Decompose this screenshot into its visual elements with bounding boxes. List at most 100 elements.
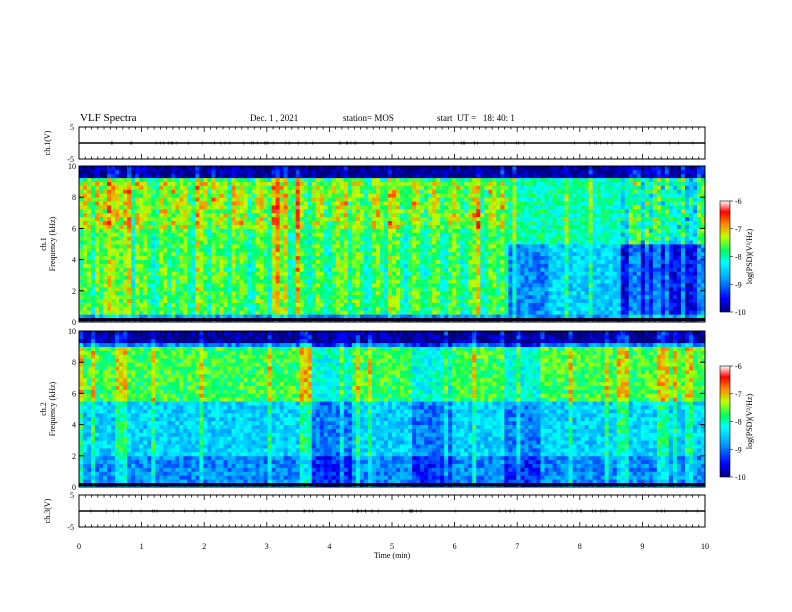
spectrogram-cell [119, 290, 124, 296]
spectrogram-cell [520, 283, 525, 288]
spectrogram-cell [155, 290, 160, 296]
spectrogram-cell [416, 185, 421, 190]
spectrogram-cell [275, 177, 281, 182]
spectrogram-cell [544, 224, 549, 229]
spectrogram-cell [119, 189, 124, 194]
spectrogram-cell [207, 193, 212, 198]
spectrogram-cell [307, 193, 313, 198]
spectrogram-cell [79, 255, 84, 260]
spectrogram-cell [476, 251, 481, 257]
spectrogram-cell [331, 232, 337, 237]
spectrogram-cell [283, 177, 289, 182]
spectrogram-cell [564, 216, 569, 221]
spectrogram-cell [87, 220, 92, 225]
spectrogram-cell [480, 240, 485, 245]
spectrogram-cell [231, 306, 236, 311]
spectrogram-cell [147, 232, 152, 237]
spectrogram-cell [223, 263, 228, 268]
spectrogram-cell [359, 236, 365, 241]
spectrogram-cell [139, 251, 144, 257]
spectrogram-cell [367, 216, 373, 221]
spectrogram-cell [267, 251, 273, 257]
spectrogram-cell [271, 310, 277, 315]
spectrogram-cell [239, 310, 244, 315]
spectrogram-cell [556, 267, 561, 272]
spectrogram-cell [367, 212, 373, 218]
spectrogram-cell [99, 271, 104, 276]
spectrogram-cell [99, 255, 104, 260]
spectrogram-cell [468, 240, 473, 245]
spectrogram-cell [367, 244, 373, 249]
spectrogram-cell [283, 271, 289, 276]
spectrogram-cell [512, 201, 517, 206]
spectrogram-cell [271, 306, 277, 311]
spectrogram-cell [576, 208, 581, 214]
spectrogram-cell [103, 271, 108, 276]
spectrogram-cell [143, 294, 148, 299]
spectrogram-cell [291, 185, 297, 190]
spectrogram-cell [175, 212, 180, 218]
spectrogram-cell [363, 193, 369, 198]
spectrogram-cell [199, 193, 204, 198]
spectrogram-cell [420, 302, 425, 307]
spectrogram-cell [307, 306, 313, 311]
spectrogram-cell [227, 314, 232, 319]
spectrogram-cell [359, 263, 365, 268]
spectrogram-cell [91, 181, 96, 186]
spectrogram-cell [207, 185, 212, 190]
spectrogram-cell [536, 205, 541, 210]
spectrogram-cell [540, 201, 545, 206]
spectrogram-cell [191, 216, 196, 221]
spectrogram-cell [564, 271, 569, 276]
spectrogram-cell [135, 185, 140, 190]
spectrogram-cell [339, 251, 345, 257]
spectrogram-cell [283, 306, 289, 311]
spectrogram-cell [291, 197, 297, 202]
spectrogram-cell [379, 267, 385, 272]
spectrogram-cell [492, 294, 497, 299]
spectrogram-cell [556, 236, 561, 241]
spectrogram-cell [131, 220, 136, 225]
spectrogram-cell [440, 247, 445, 253]
spectrogram-cell [159, 302, 164, 307]
spectrogram-cell [532, 212, 537, 218]
spectrogram-cell [243, 197, 248, 202]
spectrogram-cell [295, 263, 301, 268]
spectrogram-cell [448, 166, 453, 171]
spectrogram-cell [79, 314, 84, 319]
spectrogram-cell [147, 263, 152, 268]
spectrogram-cell [195, 189, 200, 194]
spectrogram-cell [339, 201, 345, 206]
spectrogram-cell [363, 244, 369, 249]
spectrogram-cell [504, 197, 509, 202]
spectrogram-cell [492, 173, 497, 179]
spectrogram-cell [263, 302, 268, 307]
spectrogram-cell [416, 267, 421, 272]
spectrogram-cell [303, 232, 309, 237]
spectrogram-cell [556, 314, 561, 319]
spectrogram-cell [227, 208, 232, 214]
spectrogram-cell [524, 166, 529, 171]
spectrogram-cell [223, 185, 228, 190]
spectrogram-cell [311, 271, 317, 276]
spectrogram-cell [532, 294, 537, 299]
spectrogram-cell [167, 169, 172, 175]
spectrogram-cell [444, 247, 449, 253]
spectrogram-cell [175, 263, 180, 268]
spectrogram-cell [408, 306, 413, 311]
spectrogram-cell [392, 197, 397, 202]
spectrogram-cell [464, 290, 469, 296]
spectrogram-cell [347, 267, 353, 272]
spectrogram-cell [247, 240, 252, 245]
spectrogram-cell [211, 216, 216, 221]
spectrogram-cell [215, 232, 220, 237]
spectrogram-cell [452, 224, 457, 229]
spectrogram-cell [339, 216, 345, 221]
spectrogram-cell [87, 173, 92, 179]
spectrogram-cell [319, 212, 325, 218]
spectrogram-cell [311, 185, 317, 190]
spectrogram-cell [135, 294, 140, 299]
spectrogram-cell [387, 201, 393, 206]
spectrogram-cell [456, 212, 461, 218]
spectrogram-cell [512, 224, 517, 229]
